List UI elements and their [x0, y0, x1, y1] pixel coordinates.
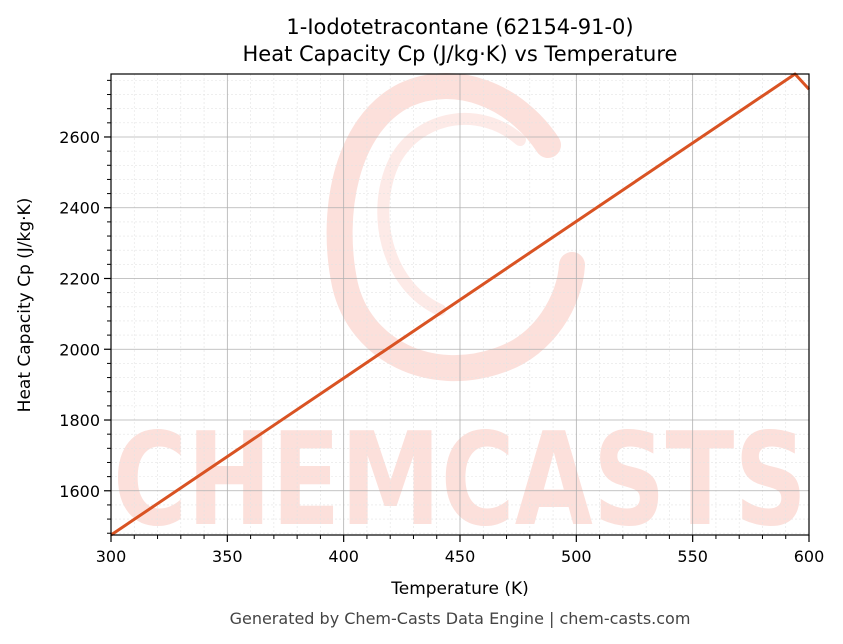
x-tick-label: 550: [677, 547, 708, 566]
x-tick-label: 450: [445, 547, 476, 566]
chart-subtitle: Heat Capacity Cp (J/kg·K) vs Temperature: [243, 42, 678, 66]
x-tick-label: 500: [561, 547, 592, 566]
x-tick-label: 350: [212, 547, 243, 566]
y-tick-label: 2000: [59, 340, 100, 359]
watermark-swirl-inner: [377, 113, 526, 316]
y-tick-label: 1600: [59, 482, 100, 501]
x-tick-label: 300: [96, 547, 127, 566]
x-axis: 300 350 400 450 500 550 600: [96, 535, 825, 566]
footer-credit: Generated by Chem-Casts Data Engine | ch…: [230, 609, 691, 628]
chart-title: 1-Iodotetracontane (62154-91-0): [286, 15, 633, 39]
y-tick-label: 2400: [59, 199, 100, 218]
x-axis-label: Temperature (K): [390, 579, 529, 599]
plot-area: CHEMCASTS: [110, 72, 811, 555]
y-tick-label: 1800: [59, 411, 100, 430]
y-tick-label: 2200: [59, 269, 100, 288]
y-axis-label: Heat Capacity Cp (J/kg·K): [15, 198, 35, 413]
y-tick-label: 2600: [59, 128, 100, 147]
x-tick-label: 400: [328, 547, 359, 566]
x-tick-label: 600: [794, 547, 825, 566]
y-axis: 1600 1800 2000 2200 2400 2600: [59, 79, 111, 534]
